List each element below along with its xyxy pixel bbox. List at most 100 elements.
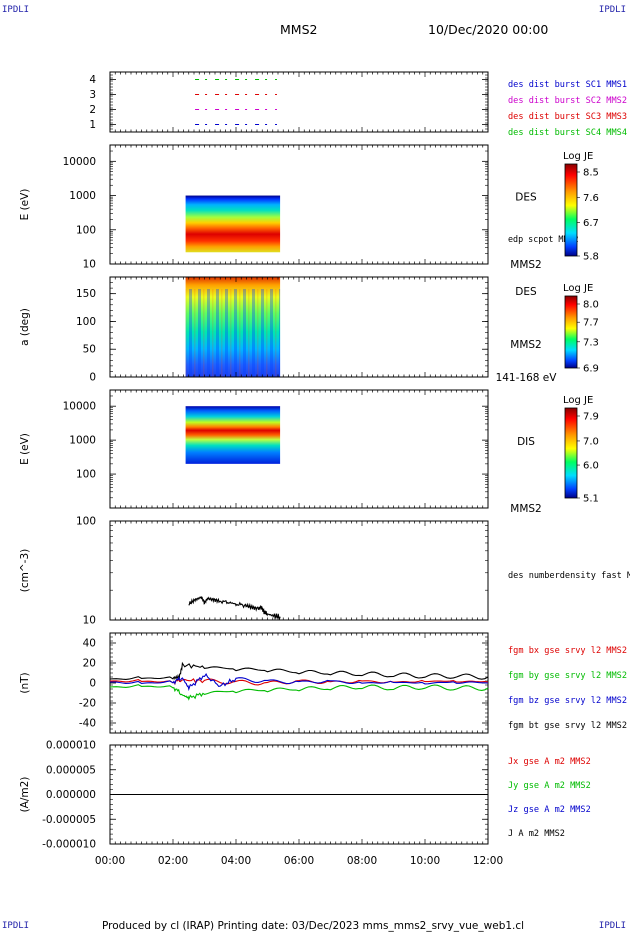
y-tick-label: 0 <box>89 372 96 384</box>
x-tick-label: 04:00 <box>221 855 251 867</box>
y-tick-label: 1000 <box>69 190 96 202</box>
colorbar-tick-label: 6.9 <box>583 364 599 375</box>
colorbar-tick-label: 7.3 <box>583 337 599 348</box>
series-line-des-numberdensity-fast-M <box>188 595 281 621</box>
y-tick-label: -0.000005 <box>42 814 96 826</box>
y-tick-label: 2 <box>89 104 96 116</box>
y-tick-label: 0.000005 <box>46 764 96 776</box>
corner-label-tl: IPDLI <box>2 5 30 15</box>
overlay-label: edp scpot MMS2 <box>508 234 579 244</box>
spectrogram <box>185 406 281 464</box>
instrument-label: DES <box>515 192 537 204</box>
y-tick-label: 0.000010 <box>46 740 96 752</box>
y-tick-label: 100 <box>76 469 96 481</box>
x-tick-label: 10:00 <box>410 855 440 867</box>
panel-des-energy: 10000 1000 100 10 E (eV) DES edp scpot MMS2 MMS… <box>19 144 599 271</box>
y-tick-label: 4 <box>89 74 96 86</box>
y-tick-label: 10000 <box>63 401 96 413</box>
colorbar-tick-label: 5.1 <box>583 494 599 505</box>
panel-dis-energy: 10000 1000 100 E (eV) DIS MMS2 Log JE 7.9 7.0 6.0… <box>19 389 599 515</box>
colorbar-tick-label: 7.9 <box>583 412 599 423</box>
legend-entry: fgm by gse srvy l2 MMS2 <box>508 671 627 681</box>
panel-bottom-label: MMS2 <box>510 503 541 515</box>
colorbar-tick-label: 6.7 <box>583 218 599 229</box>
y-tick-label: 20 <box>83 658 96 670</box>
colorbar <box>564 407 578 499</box>
series-line-fgm-bz-gse-srvy-l2-MMS2 <box>110 673 489 692</box>
y-tick-label: 1 <box>89 119 96 131</box>
panel-current: 0.000010 0.000005 0.000000 -0.000005 -0.0000… <box>19 740 591 851</box>
corner-label-tr: IPDLI <box>598 5 626 15</box>
spectrogram-texture <box>185 289 281 377</box>
colorbar-title: Log JE <box>563 283 593 294</box>
panel-fgm: 40 20 0 -20 -40 (nT) fgm bx gse srvy l2 MMS2 fg… <box>19 632 627 734</box>
y-axis-label: (cm^-3) <box>19 549 31 592</box>
x-tick-label: 08:00 <box>347 855 377 867</box>
colorbar-title: Log JE <box>563 151 593 162</box>
panel-availability: 4 3 2 1 des dist burst SC1 MMS1 des dist burs… <box>89 71 627 138</box>
y-tick-label: 40 <box>83 638 96 650</box>
legend-entry: fgm bt gse srvy l2 MMS2 <box>508 721 627 731</box>
datetime-title: 10/Dec/2020 00:00 <box>428 22 549 37</box>
legend-entry: fgm bz gse srvy l2 MMS2 <box>508 696 627 706</box>
y-axis-label: E (eV) <box>19 433 31 465</box>
colorbar-tick-label: 7.0 <box>583 436 599 447</box>
y-axis-label: (A/m2) <box>19 777 31 813</box>
colorbar-tick-label: 7.7 <box>583 318 599 329</box>
y-tick-label: -40 <box>79 718 96 730</box>
panel-frame <box>109 276 489 378</box>
legend-entry: des dist burst SC1 MMS1 <box>508 80 627 90</box>
colorbar <box>564 295 578 369</box>
x-tick-label: 00:00 <box>95 855 125 867</box>
corner-label-bl: IPDLI <box>2 921 30 931</box>
colorbar-tick-label: 5.8 <box>583 252 599 263</box>
x-tick-label: 12:00 <box>473 855 503 867</box>
panel-bottom-label: MMS2 <box>510 259 541 271</box>
x-tick-label: 02:00 <box>158 855 188 867</box>
y-tick-label: 100 <box>76 316 96 328</box>
y-tick-label: 0 <box>89 678 96 690</box>
panel-des-pitch: 150 100 50 0 a (deg) DES MMS2 141-168 eV Log JE 8… <box>19 276 599 384</box>
legend-entry: Jz gse A m2 MMS2 <box>508 805 591 815</box>
panel-bottom-label: 141-168 eV <box>496 372 558 384</box>
y-tick-label: 100 <box>76 224 96 236</box>
colorbar-tick-label: 6.0 <box>583 461 599 472</box>
y-tick-label: 3 <box>89 89 96 101</box>
y-tick-label: 100 <box>76 516 96 528</box>
y-axis-label: a (deg) <box>19 308 31 346</box>
y-tick-label: 0.000000 <box>46 789 96 801</box>
x-tick-label: 06:00 <box>284 855 314 867</box>
series-line-fgm-by-gse-srvy-l2-MMS2 <box>109 684 489 701</box>
panel-frame <box>109 520 489 621</box>
y-tick-label: 1000 <box>69 435 96 447</box>
colorbar <box>564 163 578 257</box>
legend-entry: des dist burst SC2 MMS2 <box>508 96 627 106</box>
legend-entry: Jy gse A m2 MMS2 <box>508 781 591 791</box>
legend-entry: des dist burst SC4 MMS4 <box>508 128 627 138</box>
instrument-label: DIS <box>517 436 535 448</box>
colorbar-tick-label: 8.0 <box>583 300 599 311</box>
colorbar-tick-label: 8.5 <box>583 168 599 179</box>
instrument-sc-label: MMS2 <box>510 339 541 351</box>
y-axis-label: (nT) <box>19 672 31 693</box>
y-tick-label: 10 <box>83 259 96 271</box>
legend-entry: des numberdensity fast M <box>508 571 630 581</box>
y-tick-label: -20 <box>79 698 96 710</box>
footer-credits: Produced by cl (IRAP) Printing date: 03/… <box>102 920 525 932</box>
colorbar-tick-label: 7.6 <box>583 193 599 204</box>
instrument-label: DES <box>515 286 537 298</box>
corner-label-br: IPDLI <box>598 921 626 931</box>
panel-frame <box>109 71 489 133</box>
y-tick-label: 10000 <box>63 156 96 168</box>
legend-entry: des dist burst SC3 MMS3 <box>508 112 627 122</box>
y-tick-label: -0.000010 <box>42 839 96 851</box>
y-tick-label: 10 <box>83 615 96 627</box>
series-line-fgm-bt-gse-srvy-l2-MMS2 <box>109 661 489 680</box>
colorbar-title: Log JE <box>563 395 593 406</box>
legend-entry: fgm bx gse srvy l2 MMS2 <box>508 646 627 656</box>
y-tick-label: 50 <box>83 344 96 356</box>
panel-frame <box>109 144 489 265</box>
legend-entry: Jx gse A m2 MMS2 <box>508 757 591 767</box>
legend-entry: J A m2 MMS2 <box>508 829 565 839</box>
